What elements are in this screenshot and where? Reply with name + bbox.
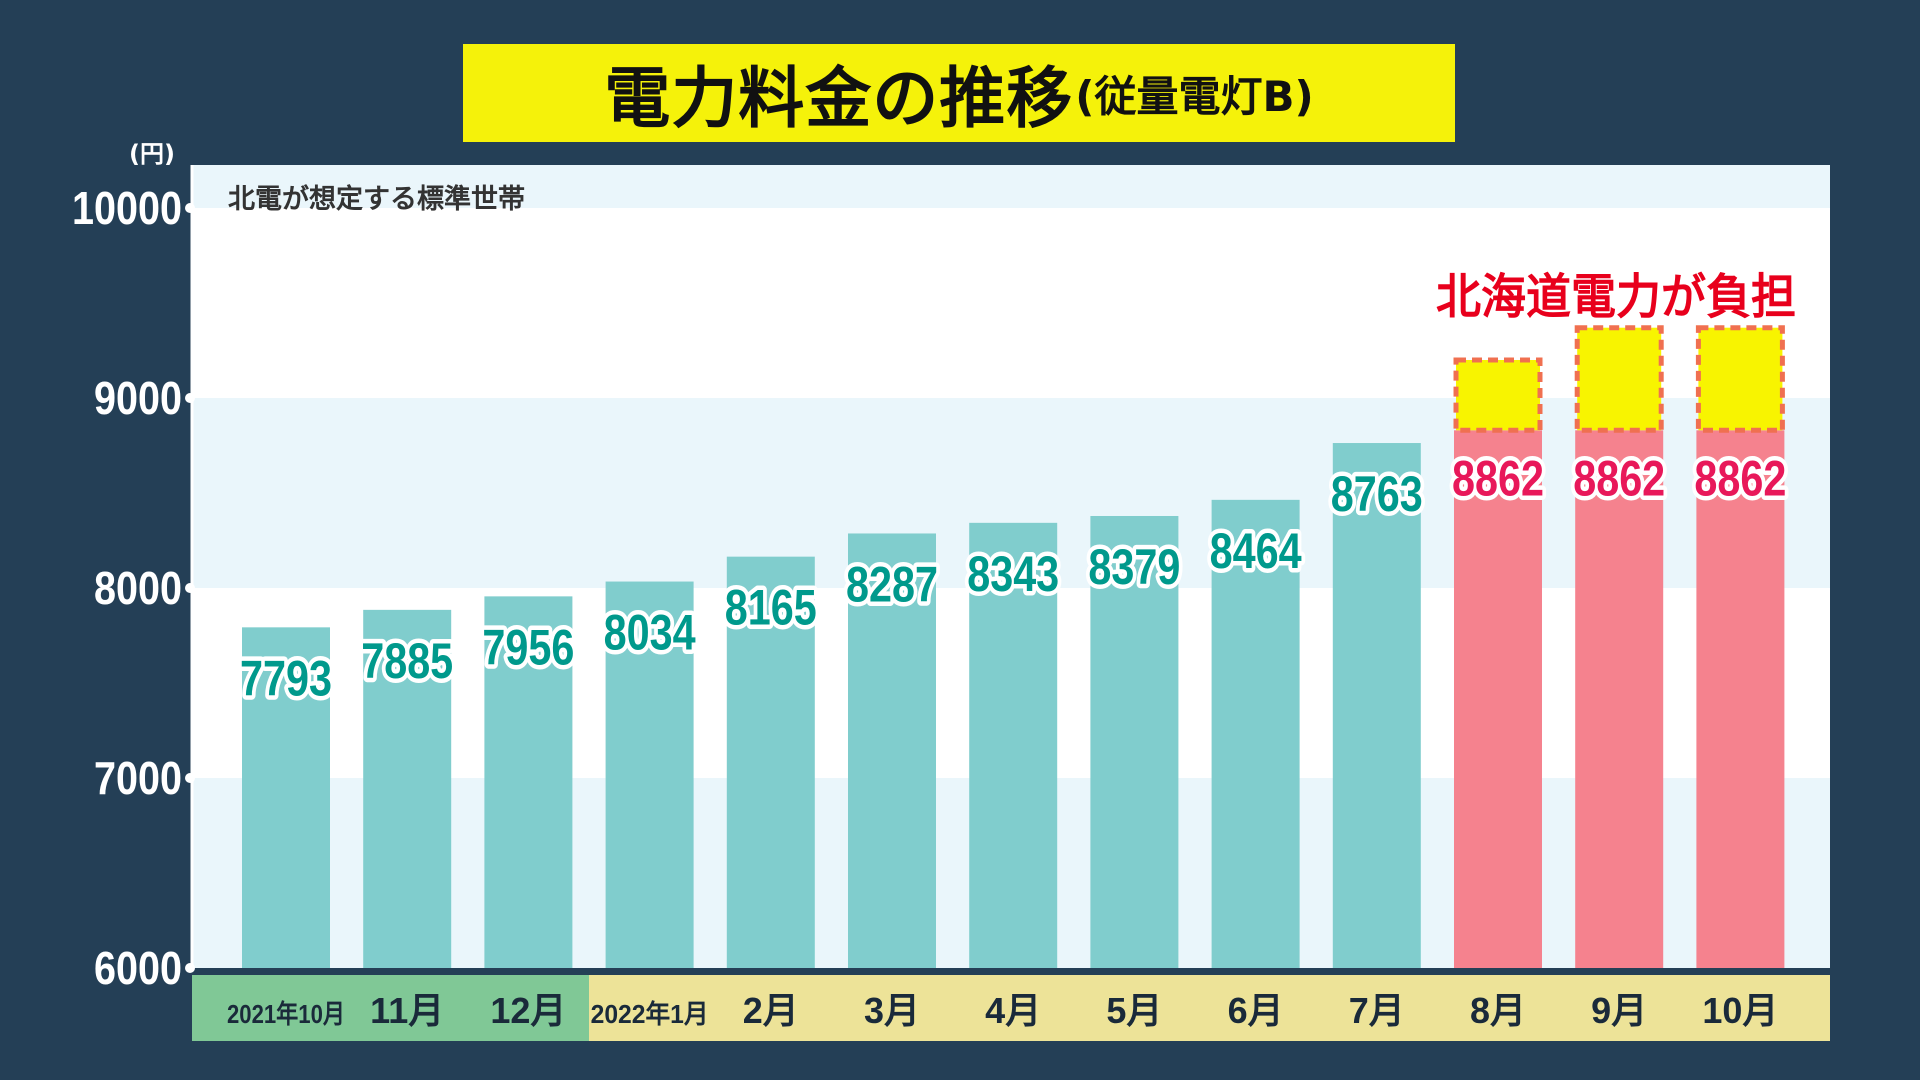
subsidy-segment [1695, 325, 1785, 433]
data-label: 7885 [361, 633, 453, 689]
x-tick-label: 12月 [490, 990, 566, 1031]
y-tick-label: 7000 [94, 752, 182, 804]
y-axis-unit: (円) [129, 140, 175, 168]
bar [1211, 499, 1300, 968]
grid-band [192, 208, 1830, 398]
bar [726, 556, 815, 968]
y-tick-mark [185, 203, 195, 213]
bar [848, 533, 936, 968]
bar [969, 522, 1058, 968]
x-tick-label: 2月 [743, 990, 799, 1031]
data-label: 8287 [846, 556, 938, 612]
bar-highlighted [1454, 430, 1542, 968]
x-tick-label: 11月 [370, 990, 444, 1031]
y-tick-label: 9000 [94, 372, 182, 424]
data-label: 7793 [240, 650, 332, 706]
data-label: 8165 [725, 580, 817, 636]
bar [484, 596, 573, 968]
y-tick-mark [185, 393, 195, 403]
y-tick-mark [185, 583, 195, 593]
x-tick-label: 9月 [1591, 990, 1647, 1031]
bar [605, 581, 694, 968]
x-tick-label: 8月 [1470, 990, 1526, 1031]
data-label: 8862 [1694, 450, 1786, 506]
data-label: 7956 [482, 619, 574, 675]
bar-highlighted [1575, 430, 1664, 968]
data-label: 8862 [1573, 450, 1665, 506]
chart-title-main: 電力料金の推移 [604, 60, 1074, 137]
bar [242, 627, 330, 968]
x-band-2022 [589, 975, 1830, 1041]
subsidy-segment [1453, 357, 1543, 433]
chart-title: 電力料金の推移 (従量電灯B) [463, 44, 1455, 142]
x-tick-label: 2022年1月 [591, 999, 709, 1029]
x-band-2021 [192, 975, 589, 1041]
y-tick-mark [185, 773, 195, 783]
bar [1332, 443, 1421, 968]
x-tick-label: 4月 [985, 990, 1041, 1031]
chart-title-sub: (従量電灯B) [1075, 71, 1314, 121]
subsidy-segment [1574, 325, 1664, 433]
bar [1090, 515, 1179, 968]
data-label: 8763 [1331, 466, 1423, 522]
x-tick-label: 2021年10月 [227, 999, 345, 1029]
y-tick-label: 6000 [94, 942, 182, 994]
bar-highlighted [1696, 430, 1785, 968]
data-label: 8343 [967, 546, 1059, 602]
plot-note: 北電が想定する標準世帯 [228, 183, 525, 215]
x-tick-label: 5月 [1106, 990, 1162, 1031]
bar [363, 609, 452, 968]
x-tick-label: 10月 [1702, 990, 1778, 1031]
y-tick-label: 8000 [94, 562, 182, 614]
x-tick-label: 3月 [864, 990, 920, 1031]
data-label: 8379 [1088, 539, 1180, 595]
annotation-label: 北海道電力が負担 [1436, 269, 1796, 325]
data-label: 8862 [1452, 450, 1544, 506]
x-tick-label: 6月 [1228, 990, 1284, 1031]
x-tick-label: 7月 [1349, 990, 1405, 1031]
y-tick-mark [185, 963, 195, 973]
y-tick-label: 10000 [72, 182, 182, 234]
data-label: 8464 [1210, 523, 1302, 579]
data-label: 8034 [604, 605, 696, 661]
